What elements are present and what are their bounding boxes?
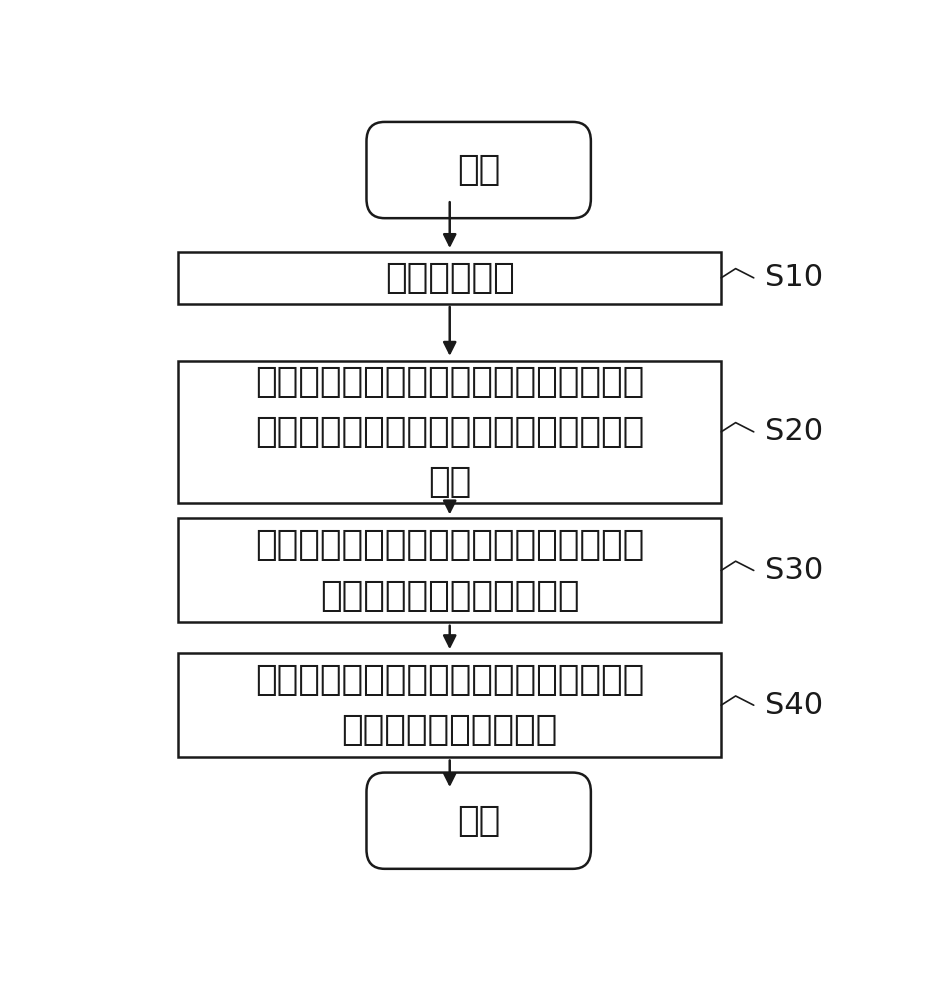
- Text: S40: S40: [765, 691, 823, 720]
- FancyBboxPatch shape: [366, 773, 591, 869]
- Text: S20: S20: [765, 417, 823, 446]
- FancyBboxPatch shape: [178, 252, 721, 304]
- Text: 结束: 结束: [457, 804, 501, 838]
- Text: 将散射校正器放置于被扫描物体与探测器
之间，进行等角度圆周扫描得到衰减投影
图像: 将散射校正器放置于被扫描物体与探测器 之间，进行等角度圆周扫描得到衰减投影 图像: [255, 365, 644, 499]
- FancyBboxPatch shape: [178, 653, 721, 757]
- Text: 根据亮场图像、散射校正图像以及衰减投
影图像生成散射强度分布图: 根据亮场图像、散射校正图像以及衰减投 影图像生成散射强度分布图: [255, 528, 644, 613]
- Text: 通过投影图像集与散射强度分布图之差得
到校正后的投影图像集: 通过投影图像集与散射强度分布图之差得 到校正后的投影图像集: [255, 663, 644, 747]
- FancyBboxPatch shape: [178, 518, 721, 622]
- Text: S30: S30: [765, 556, 823, 585]
- FancyBboxPatch shape: [178, 361, 721, 503]
- FancyBboxPatch shape: [366, 122, 591, 218]
- Text: 开始: 开始: [457, 153, 501, 187]
- Text: 获取亮场图像: 获取亮场图像: [385, 261, 515, 295]
- Text: S10: S10: [765, 263, 823, 292]
